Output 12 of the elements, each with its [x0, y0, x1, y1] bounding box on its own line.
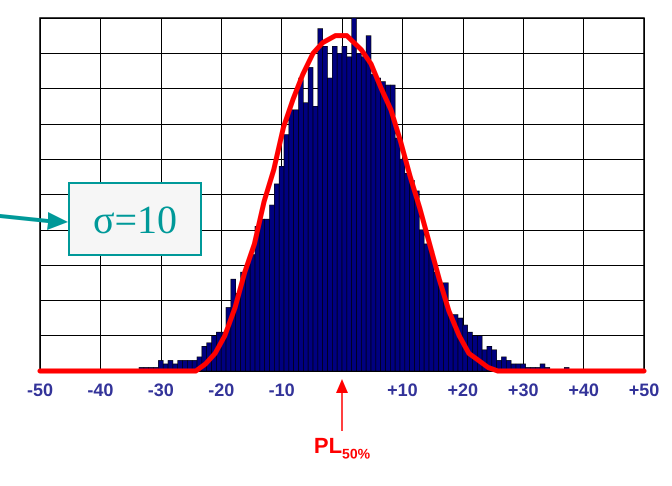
x-tick-label: -30	[148, 380, 174, 400]
x-tick-label: -10	[268, 380, 295, 400]
x-tick-label: -50	[26, 380, 54, 400]
x-tick-label: +40	[568, 380, 599, 400]
x-tick-label: +30	[508, 380, 538, 400]
annotation: σ=10	[68, 182, 202, 256]
text: PL$_{50%}$	[314, 433, 370, 462]
x-tick-label: -40	[87, 380, 114, 400]
x-tick-label: +50	[628, 380, 660, 400]
x-tick-label: +10	[387, 380, 418, 400]
x-tick-label: -20	[208, 380, 234, 400]
x-tick-label: +20	[448, 380, 478, 400]
